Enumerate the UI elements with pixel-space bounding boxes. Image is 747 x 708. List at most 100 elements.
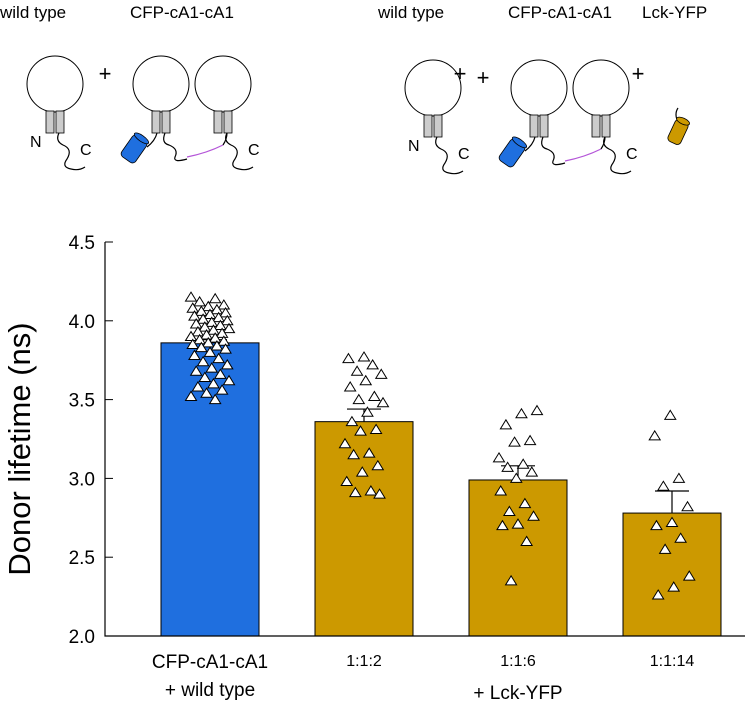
data-point — [347, 448, 361, 460]
c-tail — [225, 132, 254, 171]
label: wild type — [0, 3, 66, 22]
data-point — [189, 365, 203, 376]
label: C — [80, 142, 92, 159]
data-point — [359, 374, 373, 386]
data-point — [200, 387, 213, 398]
data-point — [208, 332, 222, 343]
bar — [622, 512, 722, 637]
data-point — [217, 335, 231, 346]
label: wild type — [377, 3, 444, 22]
data-point — [222, 374, 236, 386]
data-point — [213, 368, 227, 379]
data-point — [201, 300, 215, 312]
data-point — [184, 390, 198, 401]
data-point — [527, 510, 540, 521]
y-tick-label: 4.5 — [69, 233, 95, 254]
data-point — [364, 485, 378, 496]
data-point — [651, 589, 665, 600]
data-point — [193, 333, 207, 345]
data-point — [502, 505, 516, 516]
helix — [45, 110, 55, 134]
data-point — [203, 346, 217, 357]
data-point — [525, 466, 539, 477]
data-point — [674, 532, 688, 543]
error-bar — [655, 490, 689, 514]
data-point — [196, 313, 210, 324]
data-point — [374, 368, 388, 379]
data-point — [520, 535, 534, 546]
data-point — [186, 302, 200, 313]
y-tick-label: 3.0 — [69, 469, 95, 490]
data-point — [198, 321, 212, 332]
data-point — [222, 322, 236, 334]
label: C — [626, 146, 638, 163]
data-point — [189, 317, 203, 329]
data-point — [367, 390, 381, 401]
data-point — [188, 349, 201, 360]
linker — [163, 132, 188, 162]
cylinder-end — [133, 132, 150, 145]
bar — [314, 421, 414, 637]
data-point — [518, 497, 532, 509]
data-point — [201, 336, 215, 348]
x-tick-label: 1:1:14 — [650, 653, 695, 670]
x-annotation: + Lck-YFP — [473, 683, 562, 704]
data-point — [352, 393, 366, 405]
helix — [601, 114, 611, 138]
data-point — [220, 314, 234, 326]
data-point — [508, 436, 521, 447]
data-point — [184, 291, 198, 302]
label: + — [477, 65, 490, 90]
data-point — [208, 292, 222, 304]
label: + — [99, 61, 112, 86]
data-point — [350, 365, 364, 376]
purple-linker — [186, 144, 224, 158]
data-point — [362, 447, 376, 458]
fluorophore — [667, 116, 690, 145]
data-point — [501, 461, 515, 472]
label: CFP-cA1-cA1 — [130, 3, 234, 22]
helix — [213, 110, 223, 134]
data-point — [210, 303, 224, 315]
data-point — [492, 451, 506, 463]
data-point — [207, 377, 220, 389]
data-point — [348, 486, 362, 498]
data-point — [682, 570, 696, 581]
data-point — [198, 371, 212, 383]
data-point — [663, 409, 677, 420]
bar — [160, 342, 260, 637]
receptor-body — [572, 59, 630, 117]
x-tick-label: 1:1:6 — [500, 653, 536, 670]
fluorophore — [120, 132, 150, 164]
data-point — [658, 543, 672, 554]
data-point — [523, 434, 537, 446]
label: C — [248, 142, 260, 159]
data-point — [361, 406, 374, 417]
axes — [104, 242, 745, 637]
data-point — [203, 308, 217, 319]
data-point — [343, 381, 357, 392]
data-point — [193, 295, 207, 307]
purple-linker — [564, 148, 602, 162]
data-point — [681, 500, 694, 512]
data-point — [205, 316, 219, 327]
data-point — [194, 305, 208, 316]
data-point — [219, 306, 232, 318]
data-point — [208, 393, 222, 405]
label: Lck-YFP — [642, 3, 707, 22]
data-point — [191, 381, 205, 392]
data-point — [496, 519, 509, 531]
data-point — [210, 340, 224, 351]
data-point — [338, 437, 352, 449]
data-point — [369, 423, 383, 435]
label: + — [632, 61, 645, 86]
data-point — [215, 384, 229, 395]
data-point — [667, 581, 681, 592]
helix — [55, 110, 65, 134]
data-point — [511, 518, 525, 529]
bar — [468, 479, 568, 637]
data-point — [357, 351, 371, 362]
x-tick-label: 1:1:2 — [346, 653, 382, 670]
linker — [541, 136, 566, 166]
